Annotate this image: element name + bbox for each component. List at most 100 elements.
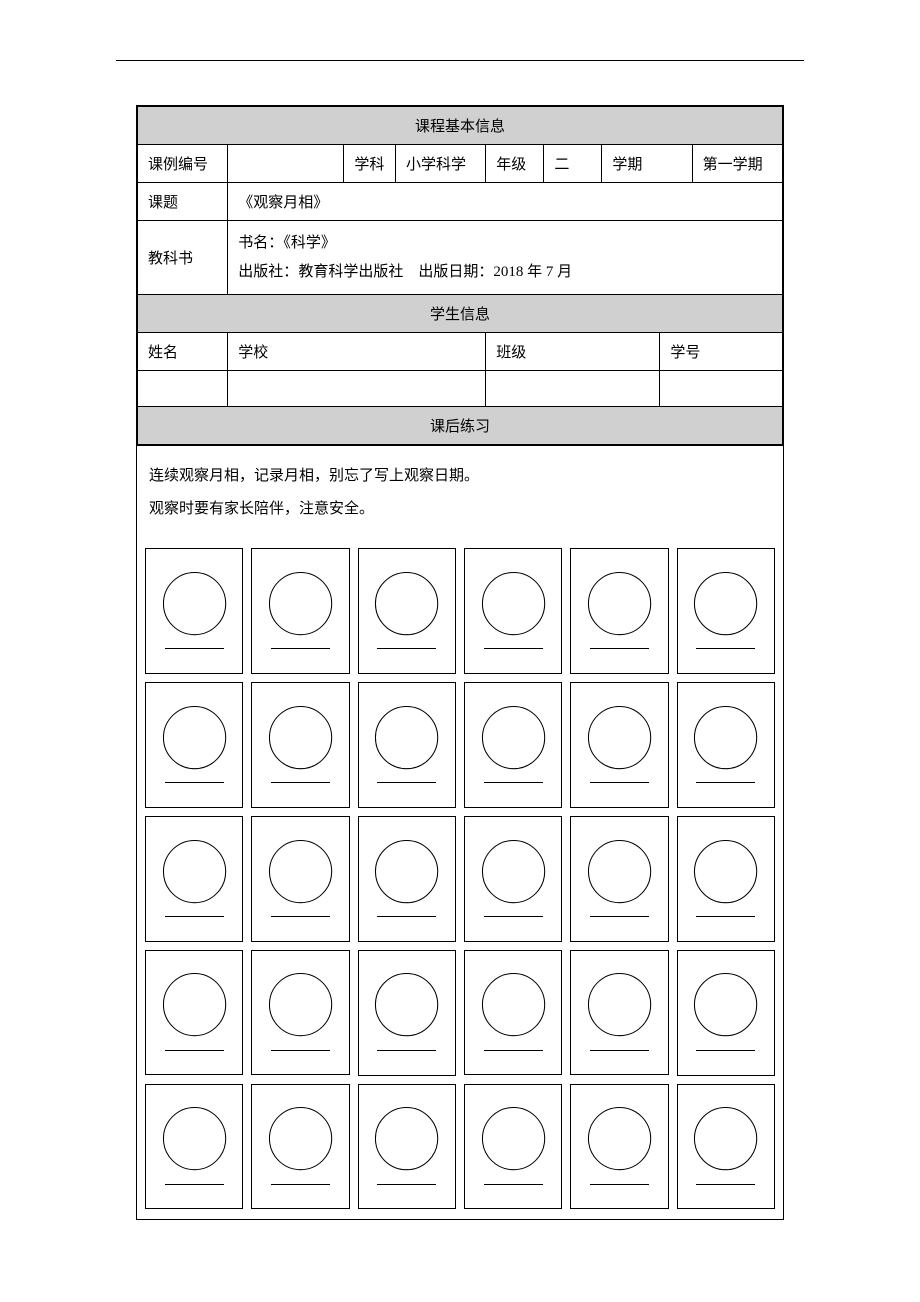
- label-textbook: 教科书: [138, 221, 228, 295]
- moon-circle-icon: [691, 703, 760, 772]
- moon-cell: [358, 1084, 456, 1210]
- value-class: [486, 371, 660, 407]
- moon-cell: [464, 1084, 562, 1210]
- value-school: [228, 371, 486, 407]
- moon-cell: [358, 950, 456, 1076]
- moon-circle-icon: [160, 1104, 229, 1173]
- date-blank-line: [165, 1050, 224, 1051]
- pub-date: 2018 年 7 月: [493, 264, 572, 280]
- moon-circle-icon: [479, 970, 548, 1039]
- moon-cell: [251, 548, 349, 674]
- moon-cell: [145, 950, 243, 1076]
- moon-circle-icon: [160, 703, 229, 772]
- moon-circle-icon: [372, 1104, 441, 1173]
- date-blank-line: [484, 1050, 543, 1051]
- label-student-no: 学号: [660, 333, 783, 371]
- moon-circle-icon: [266, 703, 335, 772]
- moon-cell: [464, 816, 562, 942]
- moon-circle-icon: [691, 1104, 760, 1173]
- moon-circle-icon: [372, 569, 441, 638]
- moon-cell: [677, 950, 775, 1076]
- moon-circle-icon: [691, 837, 760, 906]
- moon-circle-icon: [479, 1104, 548, 1173]
- moon-cell: [677, 1084, 775, 1210]
- date-blank-line: [377, 1184, 436, 1185]
- moon-circle-icon: [585, 1104, 654, 1173]
- worksheet-container: 课程基本信息 课例编号 学科 小学科学 年级 二 学期 第一学期 课题 《观察月…: [136, 105, 784, 1220]
- date-blank-line: [271, 1050, 330, 1051]
- student-info-header: 学生信息: [138, 295, 783, 333]
- moon-cell: [145, 548, 243, 674]
- moon-cell: [464, 682, 562, 808]
- date-blank-line: [590, 1184, 649, 1185]
- moon-cell: [251, 682, 349, 808]
- moon-circle-icon: [372, 837, 441, 906]
- exercise-header: 课后练习: [138, 407, 783, 445]
- moon-circle-icon: [266, 569, 335, 638]
- course-info-table: 课程基本信息 课例编号 学科 小学科学 年级 二 学期 第一学期 课题 《观察月…: [137, 106, 783, 445]
- date-blank-line: [696, 648, 755, 649]
- date-blank-line: [696, 916, 755, 917]
- exercise-note: 连续观察月相，记录月相，别忘了写上观察日期。 观察时要有家长陪伴，注意安全。: [137, 445, 783, 544]
- date-blank-line: [590, 648, 649, 649]
- moon-circle-icon: [266, 970, 335, 1039]
- value-student-no: [660, 371, 783, 407]
- moon-circle-icon: [585, 970, 654, 1039]
- moon-cell: [570, 548, 668, 674]
- exercise-note-line1: 连续观察月相，记录月相，别忘了写上观察日期。: [149, 460, 771, 493]
- moon-cell: [251, 950, 349, 1076]
- moon-circle-icon: [479, 837, 548, 906]
- moon-cell: [677, 816, 775, 942]
- moon-circle-icon: [479, 703, 548, 772]
- moon-cell: [358, 548, 456, 674]
- course-info-header: 课程基本信息: [138, 107, 783, 145]
- moon-cell: [570, 950, 668, 1076]
- moon-cell: [145, 816, 243, 942]
- moon-circle-icon: [585, 703, 654, 772]
- date-blank-line: [271, 1184, 330, 1185]
- moon-cell: [677, 682, 775, 808]
- date-blank-line: [377, 1050, 436, 1051]
- moon-cell: [464, 548, 562, 674]
- moon-circle-icon: [372, 970, 441, 1039]
- date-blank-line: [165, 916, 224, 917]
- date-blank-line: [271, 648, 330, 649]
- moon-cell: [358, 816, 456, 942]
- date-blank-line: [484, 648, 543, 649]
- date-blank-line: [696, 1184, 755, 1185]
- value-textbook: 书名：《科学》 出版社：教育科学出版社 出版日期：2018 年 7 月: [228, 221, 783, 295]
- pub-date-label: 出版日期：: [418, 264, 493, 280]
- label-semester: 学期: [602, 145, 692, 183]
- moon-circle-icon: [160, 970, 229, 1039]
- book-name-label: 书名：: [238, 235, 283, 251]
- moon-cell: [570, 816, 668, 942]
- date-blank-line: [165, 648, 224, 649]
- moon-circle-icon: [479, 569, 548, 638]
- publisher: 教育科学出版社: [298, 264, 403, 280]
- label-student-name: 姓名: [138, 333, 228, 371]
- moon-phase-grid: [137, 544, 783, 1219]
- date-blank-line: [165, 782, 224, 783]
- date-blank-line: [484, 916, 543, 917]
- moon-cell: [464, 950, 562, 1076]
- moon-circle-icon: [160, 837, 229, 906]
- book-name: 《科学》: [283, 235, 336, 251]
- label-subject: 学科: [344, 145, 396, 183]
- date-blank-line: [696, 782, 755, 783]
- moon-circle-icon: [266, 837, 335, 906]
- date-blank-line: [696, 1050, 755, 1051]
- label-lesson-id: 课例编号: [138, 145, 228, 183]
- moon-circle-icon: [585, 837, 654, 906]
- value-student-name: [138, 371, 228, 407]
- date-blank-line: [484, 1184, 543, 1185]
- value-semester: 第一学期: [692, 145, 782, 183]
- moon-circle-icon: [372, 703, 441, 772]
- moon-circle-icon: [691, 970, 760, 1039]
- moon-circle-icon: [266, 1104, 335, 1173]
- moon-cell: [145, 1084, 243, 1210]
- moon-cell: [145, 682, 243, 808]
- date-blank-line: [590, 916, 649, 917]
- label-topic: 课题: [138, 183, 228, 221]
- moon-cell: [677, 548, 775, 674]
- label-class: 班级: [486, 333, 660, 371]
